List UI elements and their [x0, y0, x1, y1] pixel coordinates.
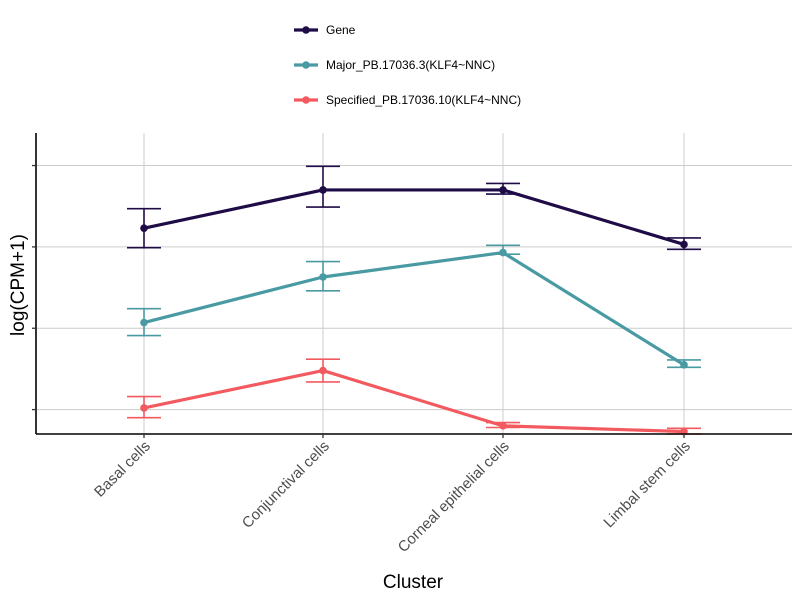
data-point-1-2 — [499, 248, 507, 257]
legend-item-1: Major_PB.17036.3(KLF4~NNC) — [294, 58, 495, 72]
axes — [32, 133, 792, 438]
x-axis-title: Cluster — [383, 572, 444, 593]
data-point-1-3 — [680, 361, 688, 369]
legend-key-point-1 — [302, 61, 310, 69]
legend-label-2: Specified_PB.17036.10(KLF4~NNC) — [326, 93, 521, 107]
data-point-0-1 — [319, 186, 327, 194]
series-line-1 — [143, 250, 685, 367]
x-tick-label-1: Conjunctival cells — [239, 438, 333, 532]
x-tick-label-2: Corneal epithelial cells — [395, 438, 513, 556]
legend-key-point-0 — [302, 26, 310, 34]
legend-item-0: Gene — [294, 23, 356, 37]
legend-item-2: Specified_PB.17036.10(KLF4~NNC) — [294, 93, 521, 107]
data-point-0-3 — [680, 240, 688, 249]
legend-label-1: Major_PB.17036.3(KLF4~NNC) — [326, 58, 495, 72]
series-line-0 — [143, 188, 685, 246]
series-1 — [127, 244, 701, 369]
data-point-1-1 — [319, 273, 327, 281]
x-tick-labels: Basal cells Conjunctival cells Corneal epi… — [91, 438, 694, 556]
legend: Gene Major_PB.17036.3(KLF4~NNC) Specified_… — [294, 23, 521, 107]
data-point-2-2 — [499, 422, 507, 430]
data-point-2-1 — [319, 366, 327, 375]
x-tick-label-3: Limbal stem cells — [600, 438, 693, 531]
legend-key-point-2 — [302, 96, 310, 104]
series-0 — [127, 165, 701, 251]
y-axis-title: log(CPM+1) — [8, 234, 29, 336]
data-point-0-0 — [140, 224, 148, 232]
legend-label-0: Gene — [326, 23, 356, 37]
series-2 — [127, 358, 701, 436]
series-layer — [127, 165, 701, 436]
data-point-0-2 — [499, 186, 507, 194]
data-point-2-0 — [140, 404, 148, 412]
data-point-1-0 — [140, 318, 148, 327]
grid-lines — [36, 133, 792, 434]
series-line-2 — [143, 368, 685, 434]
x-tick-label-0: Basal cells — [91, 438, 154, 501]
